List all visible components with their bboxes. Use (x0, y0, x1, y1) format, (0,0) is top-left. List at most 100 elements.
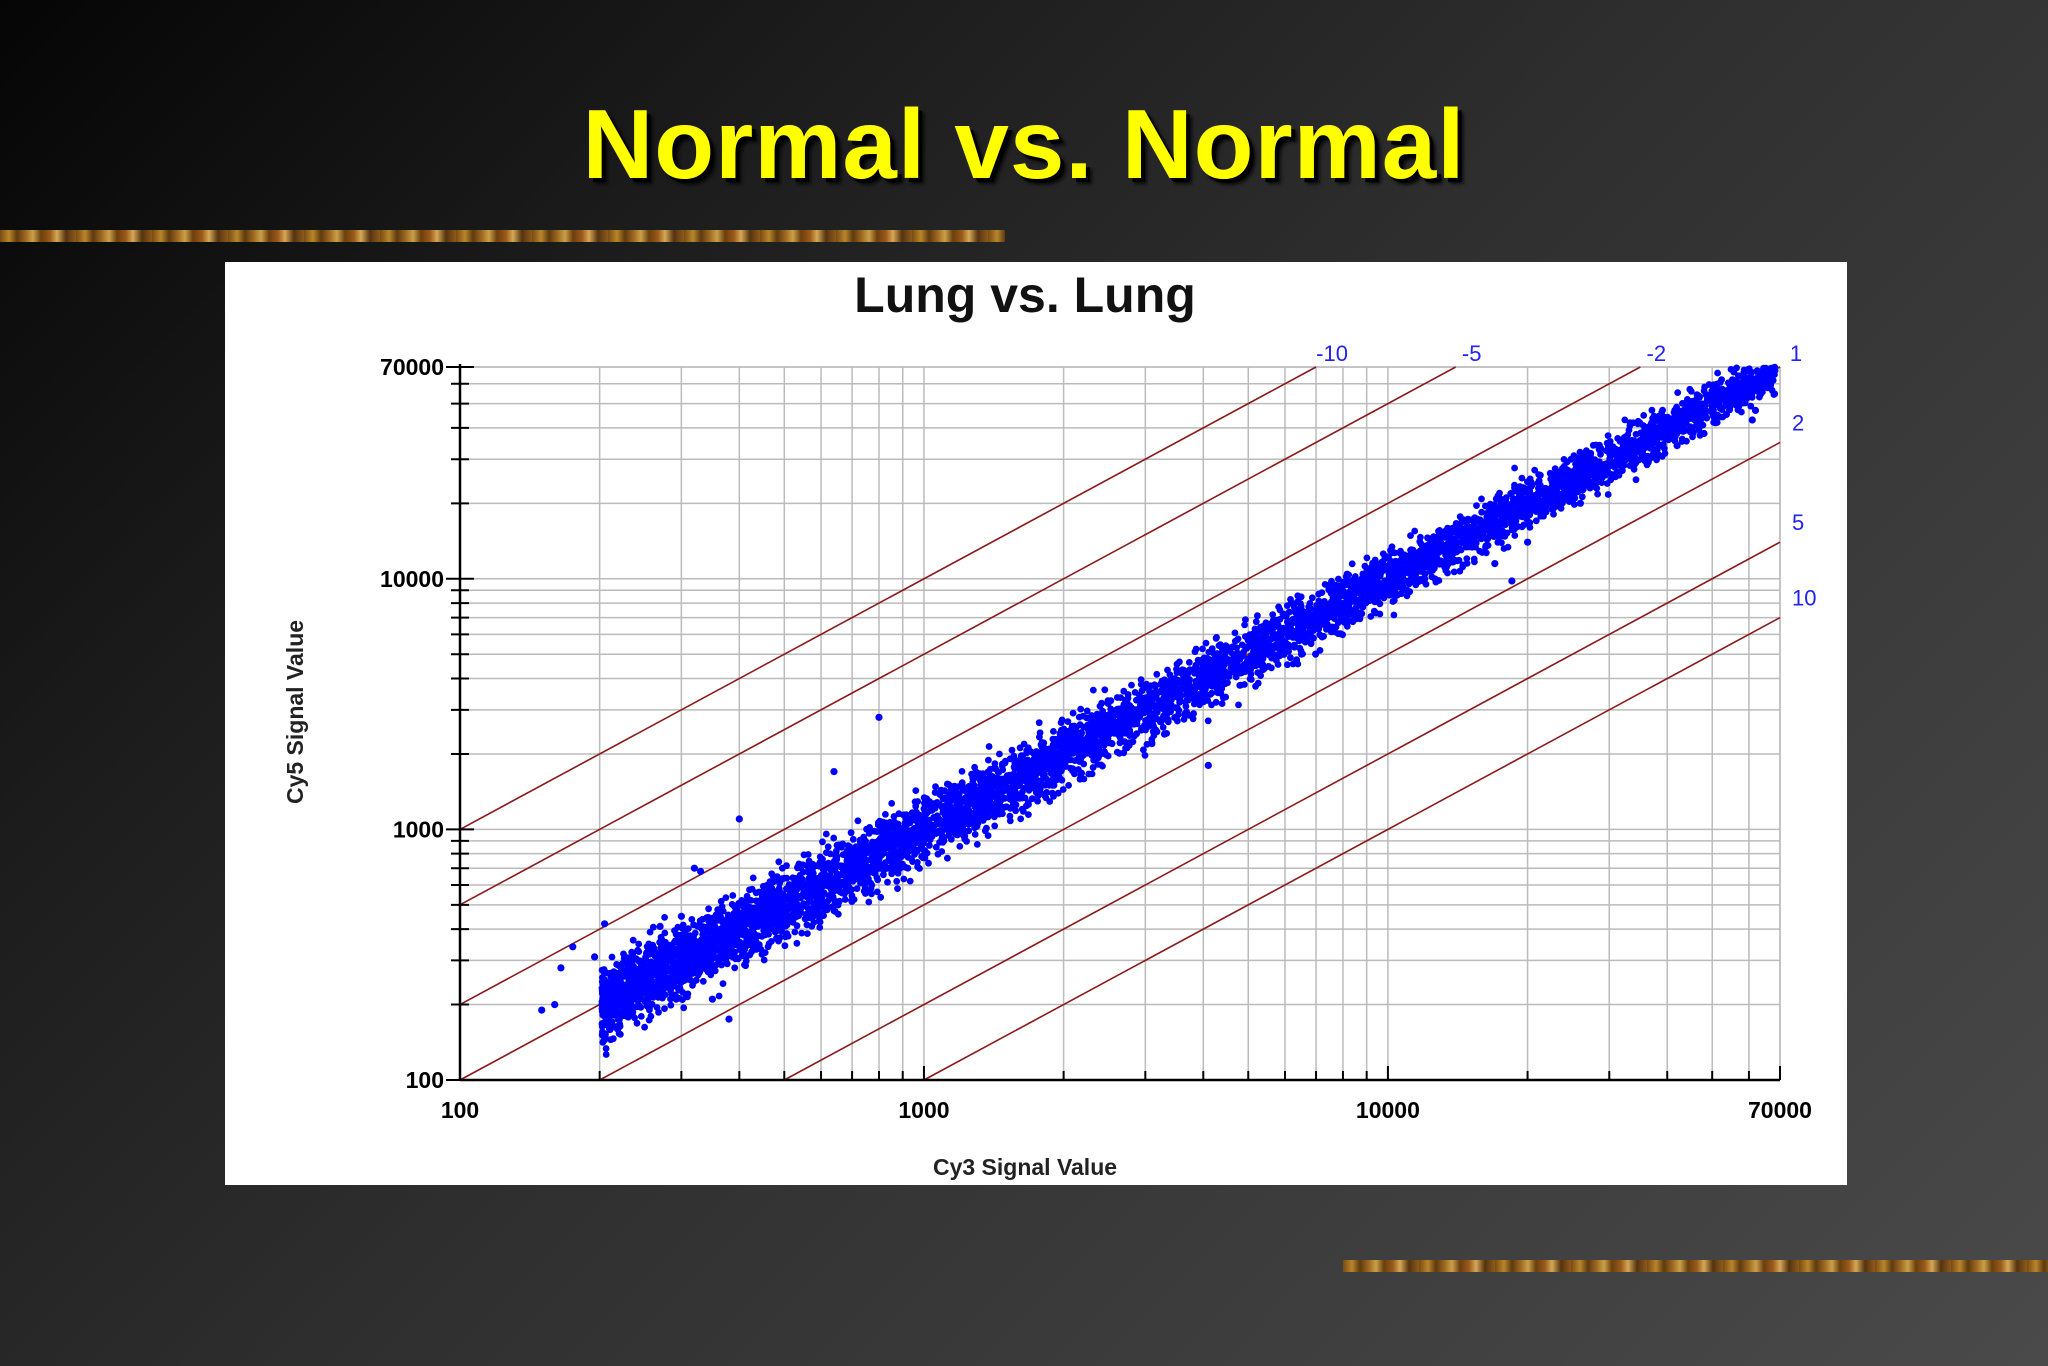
data-point (1355, 583, 1362, 591)
data-point (635, 940, 643, 948)
data-point (867, 885, 875, 892)
fold-change-label: 1 (1790, 341, 1802, 366)
data-point (606, 1026, 614, 1034)
data-point (1697, 422, 1705, 430)
data-point (1101, 686, 1109, 694)
data-point (1378, 561, 1385, 569)
data-point (1153, 670, 1161, 678)
data-point (1276, 624, 1284, 632)
data-point (656, 938, 663, 946)
data-point (1477, 519, 1485, 527)
data-point (922, 810, 930, 818)
data-point (746, 886, 753, 894)
data-point (1607, 476, 1615, 484)
data-point (1041, 770, 1048, 778)
data-point (1604, 432, 1612, 439)
data-point (791, 905, 798, 912)
data-point (1589, 441, 1597, 449)
data-point (602, 1045, 610, 1052)
data-point (890, 813, 898, 820)
data-point (1190, 710, 1197, 717)
data-point (877, 828, 885, 835)
data-points (538, 363, 1779, 1058)
data-point (668, 990, 676, 998)
data-point (1019, 807, 1027, 815)
data-point (1471, 514, 1479, 522)
data-point (1141, 752, 1149, 759)
data-point (932, 843, 940, 851)
data-point (1224, 679, 1231, 687)
chart-panel: Lung vs. Lung -10 -5 -2 1 2 5 10 100 1000 10000 7… (225, 262, 1847, 1185)
decorative-bar-bottom (1343, 1260, 2048, 1272)
data-point (926, 842, 933, 849)
data-point (1464, 515, 1472, 523)
data-point (1222, 693, 1230, 701)
data-point (824, 897, 832, 905)
data-point (825, 892, 833, 899)
data-point (1560, 472, 1568, 480)
data-point (1350, 594, 1358, 602)
data-point (1005, 787, 1012, 795)
data-point (863, 825, 870, 833)
data-point (992, 810, 1000, 818)
data-point (1308, 594, 1316, 602)
data-point (748, 948, 755, 956)
fold-change-line (923, 616, 1781, 1081)
data-point (816, 924, 824, 931)
data-point (1760, 371, 1768, 379)
data-point (715, 992, 723, 1000)
data-point (1035, 719, 1043, 727)
data-point (1223, 672, 1231, 680)
data-point (699, 977, 707, 985)
data-point (1034, 797, 1041, 805)
chart-title: Lung vs. Lung (854, 267, 1196, 323)
data-point (1235, 701, 1242, 709)
data-point (849, 835, 857, 843)
data-point (672, 937, 679, 944)
data-point (791, 928, 799, 936)
data-point (1552, 473, 1560, 480)
data-point (1104, 752, 1112, 760)
data-point (1484, 535, 1492, 543)
data-point (711, 967, 719, 975)
data-point (1069, 709, 1077, 717)
data-point (958, 768, 966, 775)
data-point (946, 782, 954, 789)
data-point (1166, 671, 1174, 679)
data-point (1315, 590, 1322, 598)
data-point (1271, 618, 1279, 625)
data-point (1482, 549, 1490, 557)
data-point (1598, 479, 1606, 486)
data-point (1358, 610, 1366, 618)
data-point (1421, 575, 1429, 583)
data-point (1064, 718, 1072, 725)
data-point (1018, 752, 1025, 759)
data-point (848, 898, 856, 905)
data-point (748, 906, 755, 914)
data-point (1594, 490, 1601, 498)
data-point (793, 939, 801, 947)
fold-change-line (783, 541, 1781, 1081)
data-point (672, 930, 680, 938)
data-point (1083, 707, 1091, 715)
data-point (808, 922, 816, 930)
fold-change-line (459, 366, 1317, 831)
data-point (763, 881, 771, 889)
data-point (646, 928, 654, 936)
data-point (742, 962, 749, 970)
data-point (1048, 789, 1056, 797)
data-point (906, 877, 914, 885)
data-point (1227, 664, 1235, 672)
data-point (884, 878, 891, 886)
data-point (1648, 406, 1656, 414)
data-point (1089, 686, 1097, 694)
data-point (1298, 650, 1305, 658)
data-point (824, 843, 832, 851)
data-point (1456, 513, 1464, 521)
data-point (1016, 744, 1024, 752)
data-point (1205, 648, 1213, 656)
data-point (760, 927, 768, 935)
data-point (1212, 698, 1220, 706)
data-point (1376, 572, 1384, 580)
data-point (935, 815, 943, 823)
